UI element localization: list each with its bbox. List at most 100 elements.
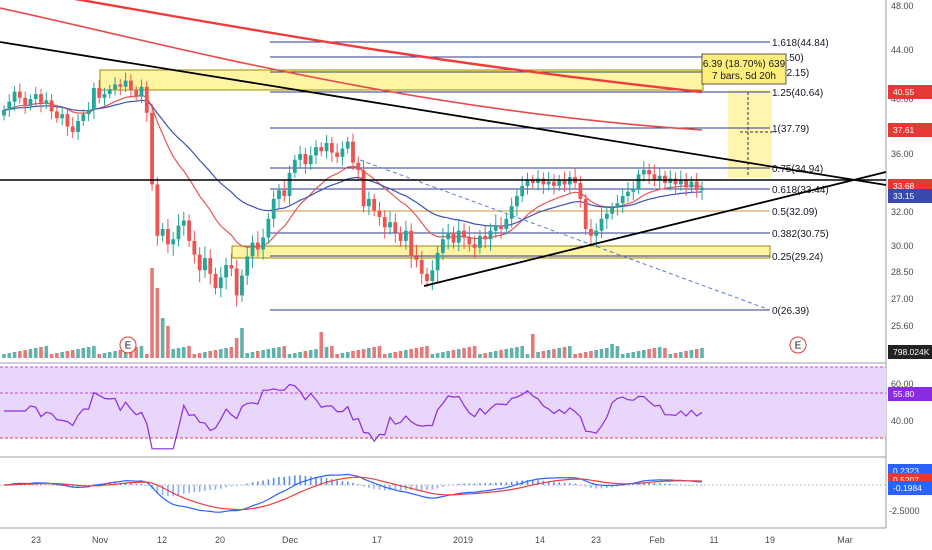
candle-body[interactable]	[224, 265, 228, 278]
candle-body[interactable]	[652, 174, 657, 181]
candle-body[interactable]	[335, 152, 340, 157]
candle-body[interactable]	[277, 190, 281, 199]
candle-body[interactable]	[377, 210, 382, 218]
candle-body[interactable]	[615, 203, 620, 208]
candle-body[interactable]	[541, 178, 546, 185]
candle-body[interactable]	[187, 220, 191, 241]
candle-body[interactable]	[440, 239, 445, 253]
candle-body[interactable]	[414, 256, 419, 260]
projection-line[interactable]	[359, 159, 771, 311]
candle-body[interactable]	[636, 174, 641, 189]
candle-body[interactable]	[567, 177, 572, 185]
candle-body[interactable]	[446, 232, 451, 240]
candle-body[interactable]	[113, 84, 117, 90]
signal-line[interactable]	[3, 476, 703, 511]
candle-body[interactable]	[425, 273, 429, 281]
rsi-line[interactable]	[4, 383, 703, 450]
candle-body[interactable]	[213, 273, 218, 289]
candle-body[interactable]	[372, 198, 377, 211]
candle-body[interactable]	[60, 114, 65, 119]
candle-body[interactable]	[139, 86, 144, 97]
candle-body[interactable]	[626, 191, 630, 197]
earnings-marker[interactable]	[789, 336, 807, 354]
candle-body[interactable]	[123, 80, 128, 87]
candle-body[interactable]	[240, 275, 244, 296]
candle-body[interactable]	[398, 232, 403, 241]
candle-body[interactable]	[144, 86, 149, 113]
candle-body[interactable]	[102, 94, 107, 98]
candle-body[interactable]	[44, 100, 49, 104]
candle-body[interactable]	[499, 225, 503, 229]
candle-body[interactable]	[118, 84, 123, 87]
candle-body[interactable]	[382, 217, 387, 228]
candle-body[interactable]	[181, 220, 186, 226]
macd-line[interactable]	[3, 473, 703, 513]
candle-body[interactable]	[456, 230, 461, 243]
candle-body[interactable]	[403, 230, 408, 241]
measure-tooltip[interactable]	[701, 53, 787, 85]
candle-body[interactable]	[610, 207, 615, 214]
candle-body[interactable]	[54, 111, 59, 119]
candle-body[interactable]	[49, 100, 54, 112]
candle-body[interactable]	[409, 230, 414, 257]
candle-body[interactable]	[250, 242, 255, 257]
candle-body[interactable]	[684, 180, 689, 188]
candle-body[interactable]	[129, 80, 133, 91]
ma-long-line[interactable]	[0, 0, 703, 94]
candle-body[interactable]	[255, 242, 260, 250]
candle-body[interactable]	[631, 188, 636, 192]
candle-body[interactable]	[530, 180, 535, 183]
candle-body[interactable]	[329, 143, 334, 153]
candle-body[interactable]	[647, 169, 652, 175]
candle-body[interactable]	[388, 222, 392, 228]
candle-body[interactable]	[298, 154, 303, 160]
candle-body[interactable]	[451, 232, 456, 243]
candle-body[interactable]	[160, 229, 165, 236]
earnings-marker[interactable]	[119, 336, 137, 354]
candle-body[interactable]	[218, 277, 223, 289]
candle-body[interactable]	[393, 222, 398, 233]
candle-body[interactable]	[673, 178, 678, 185]
candle-body[interactable]	[430, 270, 435, 281]
candle-body[interactable]	[23, 97, 28, 106]
candle-body[interactable]	[700, 187, 704, 191]
candle-body[interactable]	[197, 254, 202, 271]
support-zone[interactable]	[231, 245, 771, 259]
candle-body[interactable]	[472, 244, 477, 248]
candle-body[interactable]	[271, 198, 276, 219]
candle-body[interactable]	[91, 87, 96, 110]
candle-body[interactable]	[467, 237, 472, 245]
candle-body[interactable]	[2, 110, 6, 116]
candle-body[interactable]	[282, 190, 287, 197]
uptrend-line[interactable]	[423, 171, 887, 287]
candle-body[interactable]	[86, 110, 91, 115]
candle-body[interactable]	[192, 240, 197, 255]
candle-body[interactable]	[345, 141, 350, 149]
candle-body[interactable]	[694, 181, 699, 191]
candle-body[interactable]	[340, 148, 345, 157]
candle-body[interactable]	[366, 198, 371, 207]
candle-body[interactable]	[557, 180, 562, 186]
candle-body[interactable]	[668, 178, 673, 183]
candle-body[interactable]	[314, 147, 318, 156]
candle-body[interactable]	[478, 235, 482, 248]
candle-body[interactable]	[361, 169, 366, 207]
candle-body[interactable]	[229, 265, 234, 269]
candle-body[interactable]	[303, 154, 308, 165]
downtrend-line[interactable]	[0, 41, 887, 186]
candle-body[interactable]	[76, 121, 80, 132]
candle-body[interactable]	[65, 114, 70, 127]
candle-body[interactable]	[356, 162, 361, 170]
candle-body[interactable]	[546, 181, 551, 185]
macd-pane[interactable]	[0, 458, 886, 528]
candle-body[interactable]	[689, 181, 694, 188]
candle-body[interactable]	[28, 99, 33, 106]
candle-body[interactable]	[292, 159, 297, 173]
candle-body[interactable]	[525, 180, 530, 186]
candle-body[interactable]	[39, 94, 43, 104]
candle-body[interactable]	[589, 229, 593, 236]
candle-body[interactable]	[419, 259, 424, 274]
candle-body[interactable]	[504, 218, 509, 229]
candle-body[interactable]	[134, 90, 139, 97]
candle-body[interactable]	[166, 229, 170, 245]
